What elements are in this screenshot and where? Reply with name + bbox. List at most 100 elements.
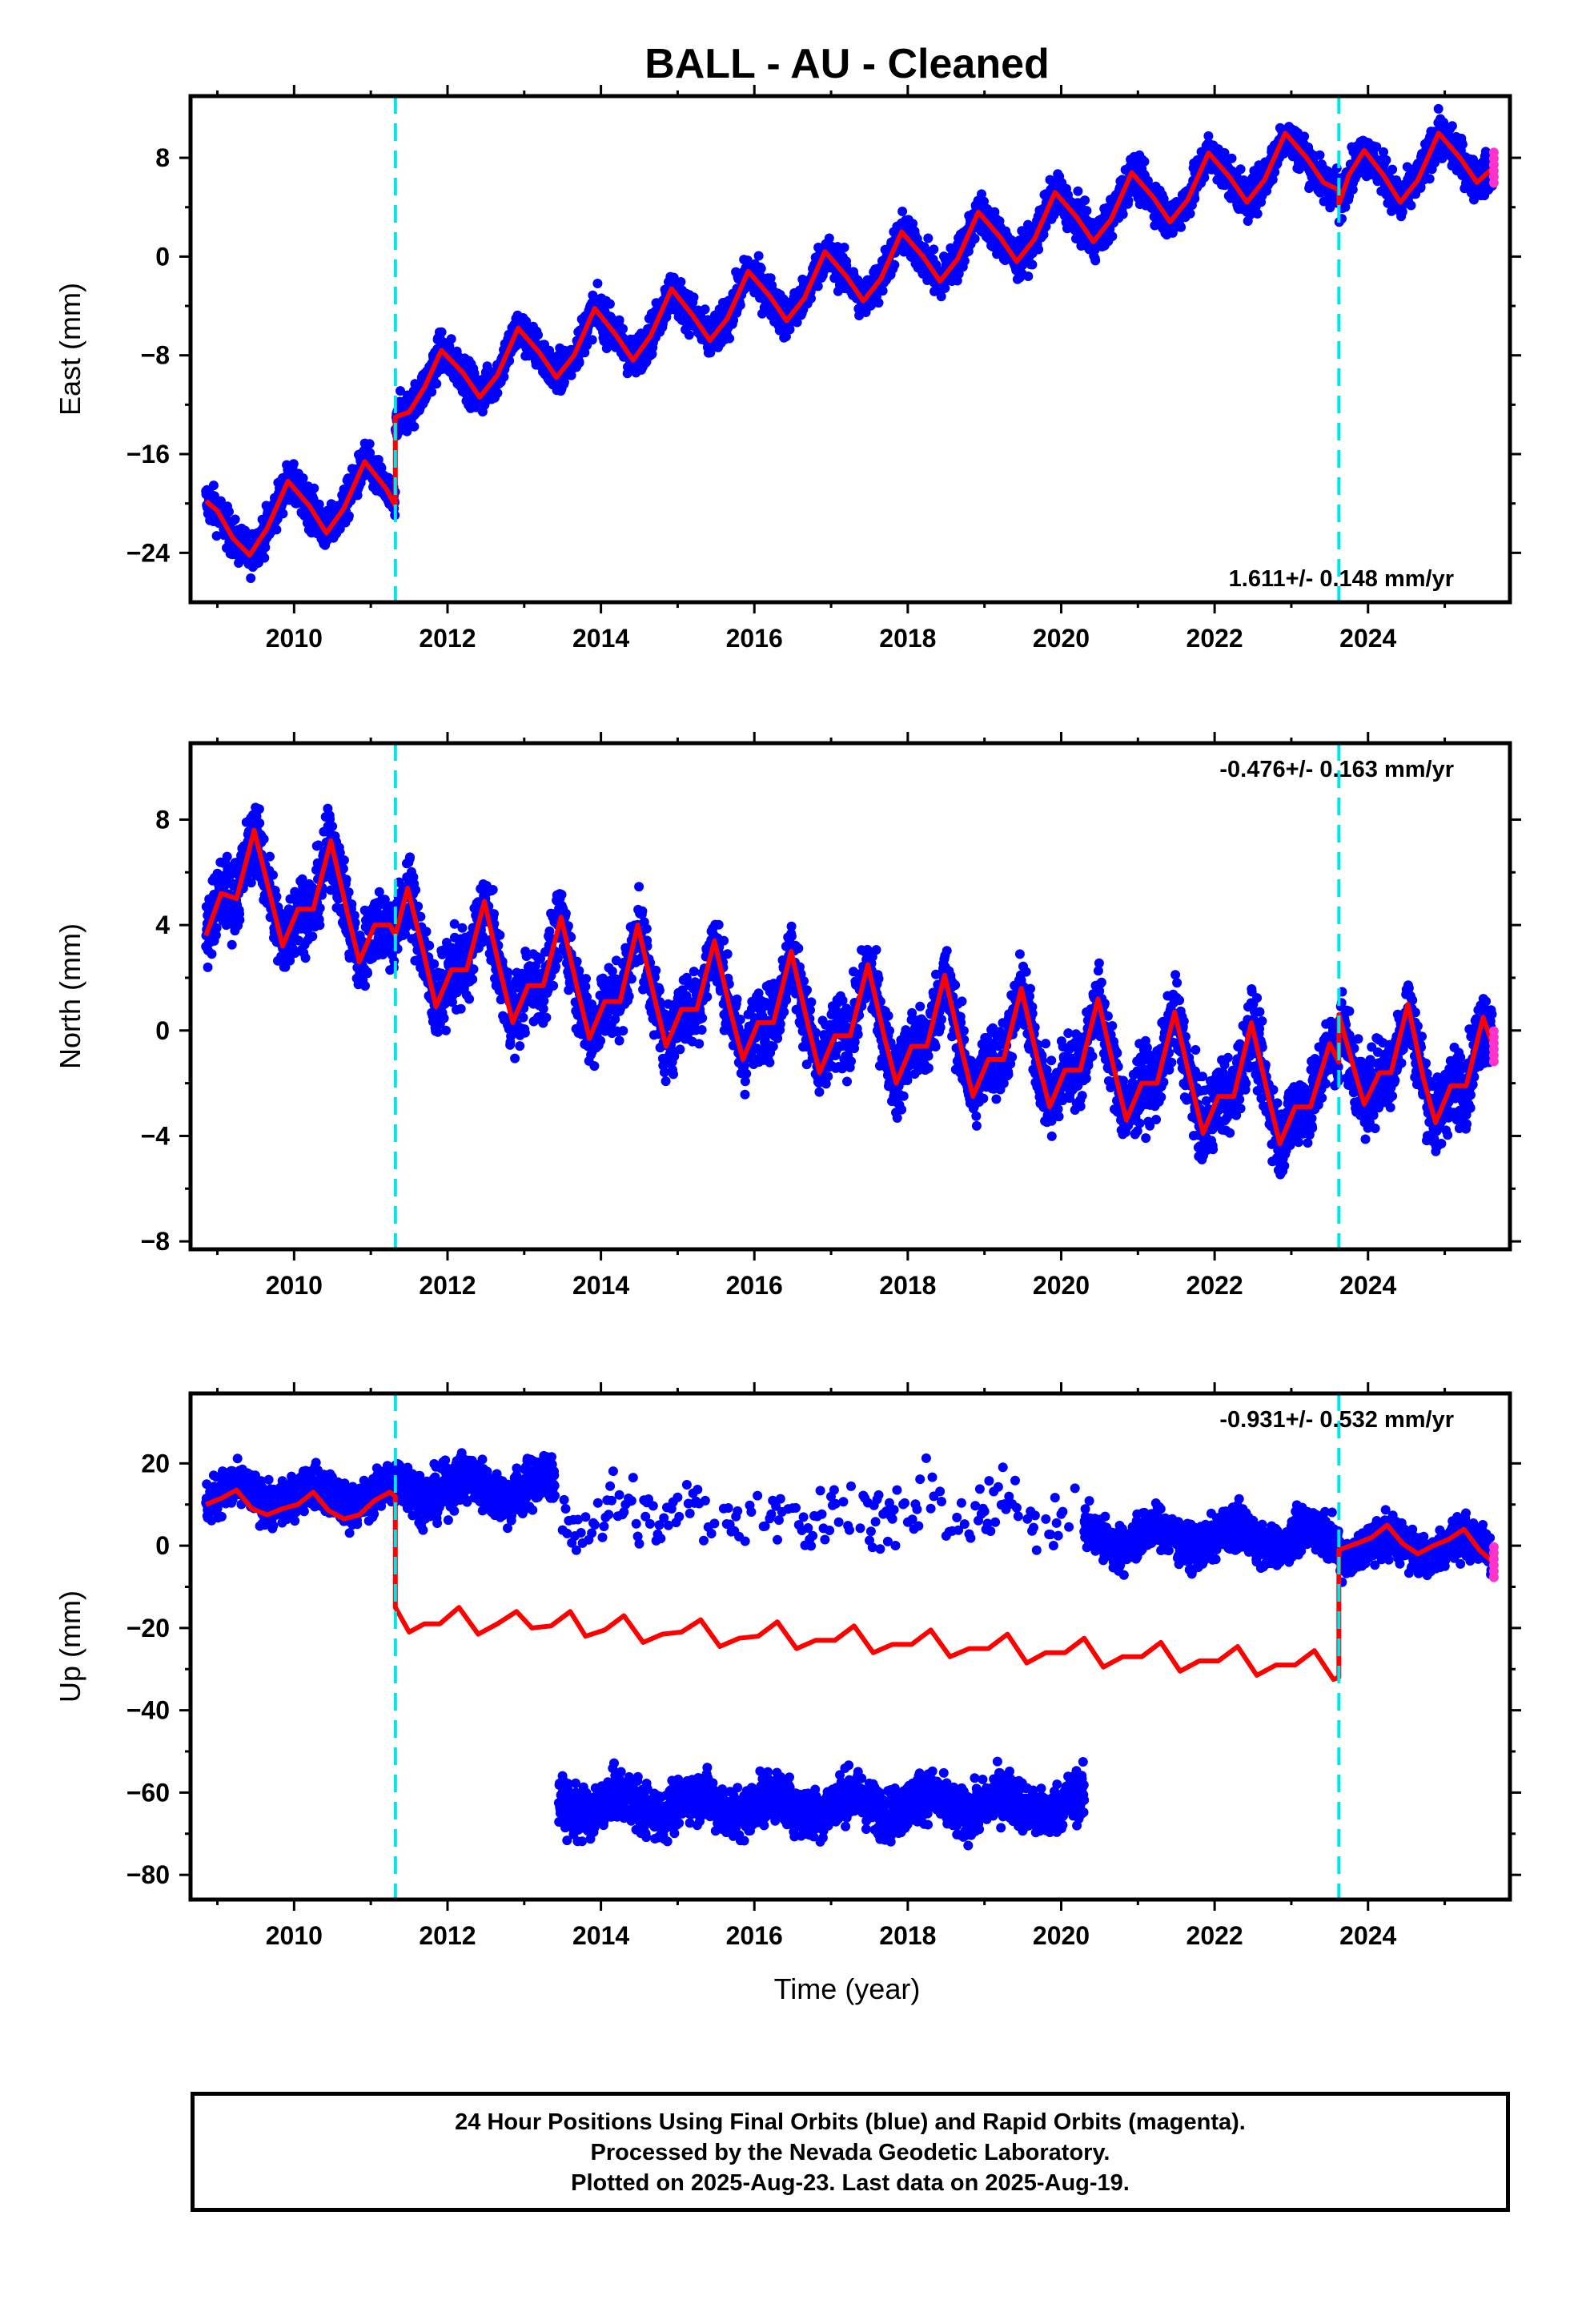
data-point: [889, 259, 900, 270]
data-point: [1430, 158, 1440, 168]
plot-area: [201, 802, 1499, 1180]
data-point: [298, 473, 308, 484]
data-point: [806, 293, 816, 304]
data-point: [499, 372, 509, 382]
data-point: [614, 315, 624, 325]
data-point: [753, 251, 764, 261]
data-point: [1199, 172, 1210, 183]
data-point: [409, 421, 420, 432]
x-tick-label: 2016: [726, 624, 783, 653]
data-point: [936, 292, 946, 302]
data-point: [1315, 150, 1325, 160]
data-point: [1381, 155, 1391, 165]
y-tick-label: 0: [155, 242, 170, 271]
data-point: [1190, 193, 1200, 203]
data-point: [566, 370, 576, 380]
data-point: [230, 514, 240, 525]
velocity-label: 1.611+/- 0.148 mm/yr: [1229, 566, 1454, 592]
data-point: [1347, 184, 1358, 195]
data-point: [259, 553, 270, 563]
data-point: [1023, 271, 1034, 281]
x-tick-label: 2022: [1186, 624, 1243, 653]
y-tick-label: −24: [126, 538, 170, 567]
data-point: [689, 292, 699, 303]
data-point: [1267, 175, 1278, 185]
data-point: [1034, 244, 1044, 255]
data-point: [1447, 121, 1457, 131]
data-point: [211, 923, 222, 933]
data-point: [1433, 103, 1443, 114]
data-point: [207, 949, 217, 959]
y-axis-title: East (mm): [54, 283, 86, 416]
data-point: [1235, 164, 1246, 175]
data-point: [756, 263, 766, 274]
data-point: [559, 377, 569, 388]
plot-area: [201, 103, 1499, 583]
data-point: [725, 333, 735, 344]
data-point: [1340, 202, 1351, 212]
rapid-orbit-point: [1488, 147, 1499, 158]
data-point: [785, 324, 795, 335]
data-point: [1387, 164, 1398, 175]
data-point: [1107, 231, 1118, 242]
data-point: [1080, 195, 1090, 206]
data-point: [897, 207, 908, 216]
data-point: [343, 511, 354, 521]
data-point: [1371, 142, 1382, 152]
panel-2: 2010 2012 2014 2016 2018 2020 2022 2024840−4−8N…: [54, 732, 1521, 1300]
data-point: [839, 243, 849, 252]
data-point: [222, 851, 232, 862]
data-point: [977, 189, 986, 199]
data-point: [781, 332, 791, 342]
data-point: [841, 260, 852, 271]
data-point: [492, 388, 503, 398]
data-point: [908, 219, 918, 229]
data-point: [1073, 186, 1083, 196]
data-point: [1090, 255, 1101, 266]
data-point: [940, 283, 950, 293]
panel-1: 2010 2012 2014 2016 2018 2020 2022 202480−8−16−…: [54, 85, 1521, 653]
data-point: [208, 480, 219, 491]
chart-canvas: BALL - AU - Cleaned 2010 2012 2014 2016 2018…: [54, 41, 1521, 2005]
x-tick-label: 2020: [1033, 624, 1090, 653]
data-point: [427, 387, 437, 397]
data-point: [1176, 222, 1186, 232]
data-point: [365, 448, 375, 458]
data-point: [877, 286, 888, 296]
data-point: [1424, 174, 1435, 184]
data-point: [574, 358, 584, 368]
data-point: [618, 324, 628, 334]
data-point: [873, 298, 884, 308]
data-point: [923, 233, 934, 243]
data-point: [813, 281, 823, 292]
data-point: [278, 509, 288, 519]
data-point: [765, 273, 776, 283]
data-point: [1185, 208, 1195, 219]
data-point: [1299, 131, 1310, 142]
y-tick-label: −8: [141, 341, 170, 370]
data-point: [224, 506, 234, 517]
data-point: [211, 930, 221, 940]
data-point: [580, 348, 590, 358]
data-point: [1227, 153, 1237, 163]
y-tick-label: 8: [155, 143, 170, 172]
data-point: [1118, 209, 1128, 219]
x-tick-label: 2018: [879, 624, 936, 653]
x-tick-label: 2014: [572, 624, 629, 653]
data-point: [364, 439, 375, 449]
data-point: [446, 334, 456, 344]
data-point: [396, 386, 405, 396]
y-tick-label: −16: [126, 440, 170, 468]
data-point: [246, 573, 256, 583]
data-point: [1123, 195, 1134, 206]
panels-group: 2010 2012 2014 2016 2018 2020 2022 202480−8−16−…: [54, 85, 1521, 1950]
data-point: [227, 939, 237, 950]
data-point: [587, 335, 597, 345]
data-point: [314, 499, 324, 509]
x-tick-label: 2012: [419, 624, 476, 653]
data-point: [592, 279, 603, 288]
data-point: [700, 304, 710, 315]
x-tick-label: 2010: [266, 624, 323, 653]
model-fit-line: [204, 131, 1495, 558]
